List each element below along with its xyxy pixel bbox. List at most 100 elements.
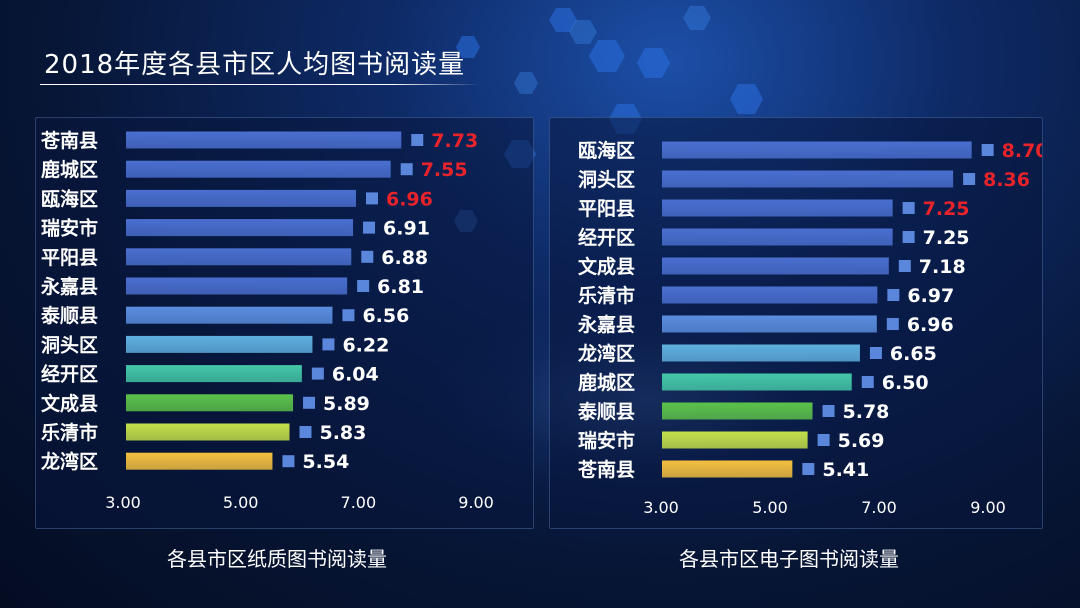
x-tick-label: 3.00 [643, 498, 679, 517]
bar [662, 257, 889, 275]
data-label: 6.56 [362, 305, 409, 327]
data-label: 7.25 [923, 227, 970, 249]
category-label: 经开区 [578, 226, 635, 249]
paper-book-chart-panel: 苍南县 7.73 鹿城区 7.55 瓯海区 6.96 瑞安市 6.91 平阳县 6.88 永嘉县 6.… [35, 117, 534, 529]
category-label: 鹿城区 [41, 158, 98, 181]
bar [126, 248, 352, 266]
data-label: 6.81 [377, 276, 424, 298]
category-label: 瓯海区 [41, 187, 98, 210]
page-title: 2018年度各县市区人均图书阅读量 [44, 50, 466, 80]
data-label: 5.54 [302, 451, 349, 473]
data-label: 6.04 [332, 364, 379, 386]
category-label: 龙湾区 [41, 450, 98, 473]
bar [126, 394, 294, 412]
category-label: 永嘉县 [40, 275, 98, 298]
bar [662, 228, 893, 246]
ebook-chart-caption: 各县市区电子图书阅读量 [679, 547, 899, 571]
value-marker [902, 202, 915, 214]
bar [662, 431, 808, 449]
value-marker [902, 231, 915, 243]
ebook-chart-panel: 瓯海区 8.70 洞头区 8.36 平阳县 7.25 经开区 7.25 文成县 7.18 乐清市 6.… [549, 117, 1043, 529]
bar [126, 160, 391, 178]
value-marker [322, 338, 335, 351]
x-tick-label: 7.00 [861, 498, 897, 517]
data-label: 6.96 [386, 188, 433, 210]
bar [662, 199, 893, 217]
data-label: 8.70 [1002, 140, 1042, 162]
bar [662, 460, 793, 478]
bar [662, 141, 972, 159]
category-label: 龙湾区 [578, 342, 635, 365]
bar [662, 344, 860, 362]
value-marker [898, 260, 911, 272]
data-label: 6.22 [342, 334, 389, 356]
title-underline [40, 84, 480, 85]
value-marker [311, 367, 324, 380]
data-label: 5.89 [323, 393, 370, 415]
x-tick-label: 5.00 [752, 498, 788, 517]
data-label: 5.78 [843, 401, 890, 423]
category-label: 瑞安市 [41, 217, 98, 240]
bar [126, 219, 354, 237]
data-label: 5.41 [822, 459, 869, 481]
paper-book-chart: 苍南县 7.73 鹿城区 7.55 瓯海区 6.96 瑞安市 6.91 平阳县 6.88 永嘉县 6.… [40, 129, 494, 512]
value-marker [357, 280, 370, 292]
category-label: 乐清市 [578, 284, 635, 307]
value-marker [299, 426, 312, 438]
data-label: 7.73 [431, 130, 478, 152]
category-label: 经开区 [41, 363, 98, 386]
bar [126, 277, 348, 295]
bar [126, 452, 273, 470]
category-label: 瑞安市 [578, 429, 635, 452]
bar [662, 315, 877, 333]
x-tick-label: 9.00 [970, 498, 1006, 517]
data-label: 7.18 [919, 256, 966, 278]
value-marker [886, 318, 899, 330]
category-label: 瓯海区 [578, 139, 635, 162]
category-label: 泰顺县 [40, 304, 98, 327]
bar [126, 365, 302, 383]
bar [126, 423, 290, 441]
value-marker [822, 405, 835, 417]
category-label: 平阳县 [578, 198, 635, 220]
bar [126, 306, 333, 324]
value-marker [342, 309, 355, 322]
data-label: 5.69 [838, 430, 885, 452]
bar [126, 335, 313, 353]
value-marker [363, 221, 376, 234]
category-label: 洞头区 [41, 334, 98, 356]
x-tick-label: 9.00 [458, 493, 494, 512]
value-marker [981, 144, 994, 156]
bar [126, 189, 356, 207]
x-tick-label: 3.00 [105, 493, 141, 512]
value-marker [861, 376, 874, 388]
value-marker [869, 347, 882, 359]
category-label: 永嘉县 [577, 313, 635, 336]
data-label: 5.83 [319, 422, 366, 444]
category-label: 苍南县 [577, 458, 635, 481]
category-label: 泰顺县 [577, 400, 635, 423]
value-marker [400, 163, 413, 176]
bar [662, 402, 813, 420]
category-label: 文成县 [41, 392, 98, 415]
data-label: 6.88 [381, 247, 428, 269]
x-tick-label: 7.00 [341, 493, 377, 512]
bar [662, 373, 852, 391]
value-marker [365, 192, 378, 205]
data-label: 6.65 [890, 343, 937, 365]
data-label: 7.55 [421, 159, 468, 181]
bar [126, 131, 402, 149]
data-label: 6.91 [383, 218, 430, 240]
value-marker [303, 396, 316, 409]
category-label: 洞头区 [578, 169, 635, 191]
bar [662, 286, 878, 304]
ebook-chart: 瓯海区 8.70 洞头区 8.36 平阳县 7.25 经开区 7.25 文成县 7.18 乐清市 6.… [577, 139, 1042, 517]
category-label: 平阳县 [41, 247, 98, 269]
category-label: 苍南县 [40, 129, 98, 152]
category-label: 乐清市 [41, 421, 98, 444]
value-marker [411, 134, 424, 146]
category-label: 鹿城区 [578, 371, 635, 394]
data-label: 6.96 [907, 314, 954, 336]
value-marker [282, 455, 295, 468]
bar [662, 170, 954, 188]
